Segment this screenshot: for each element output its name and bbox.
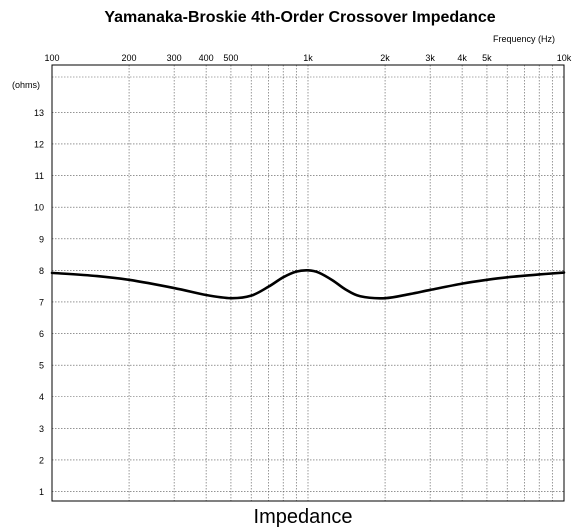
y-tick-label: 12 <box>34 139 44 149</box>
x-tick-label: 100 <box>44 53 59 63</box>
x-tick-label: 300 <box>167 53 182 63</box>
y-tick-label: 6 <box>39 329 44 339</box>
y-tick-label: 5 <box>39 361 44 371</box>
y-tick-label: 7 <box>39 297 44 307</box>
impedance-series-line <box>50 269 566 300</box>
plot-area-frame <box>51 64 565 502</box>
y-tick-label: 13 <box>34 108 44 118</box>
x-tick-label: 5k <box>482 53 492 63</box>
grid <box>52 65 564 501</box>
y-tick-label: 11 <box>35 171 44 181</box>
x-tick-label: 4k <box>457 53 467 63</box>
y-axis-label: (ohms) <box>12 80 40 90</box>
x-tick-label: 3k <box>425 53 435 63</box>
x-tick-label: 200 <box>122 53 137 63</box>
x-tick-label: 2k <box>380 53 390 63</box>
x-tick-label: 500 <box>223 53 238 63</box>
x-axis-label: Frequency (Hz) <box>493 34 555 44</box>
y-tick-label: 10 <box>34 203 44 213</box>
y-tick-label: 3 <box>39 424 44 434</box>
x-tick-label: 10k <box>557 53 572 63</box>
x-tick-label: 400 <box>199 53 214 63</box>
chart-caption: Impedance <box>254 506 353 528</box>
y-tick-label: 8 <box>39 266 44 276</box>
x-tick-label: 1k <box>303 53 313 63</box>
y-tick-label: 2 <box>39 455 44 465</box>
chart-title: Yamanaka-Broskie 4th-Order Crossover Imp… <box>104 9 495 26</box>
y-tick-label: 1 <box>39 487 44 497</box>
y-tick-label: 9 <box>39 234 44 244</box>
y-tick-label: 4 <box>39 392 44 402</box>
x-tick-labels: 100 200 300 400 500 1k 2k 3k 4k 5k 10k <box>44 53 571 63</box>
